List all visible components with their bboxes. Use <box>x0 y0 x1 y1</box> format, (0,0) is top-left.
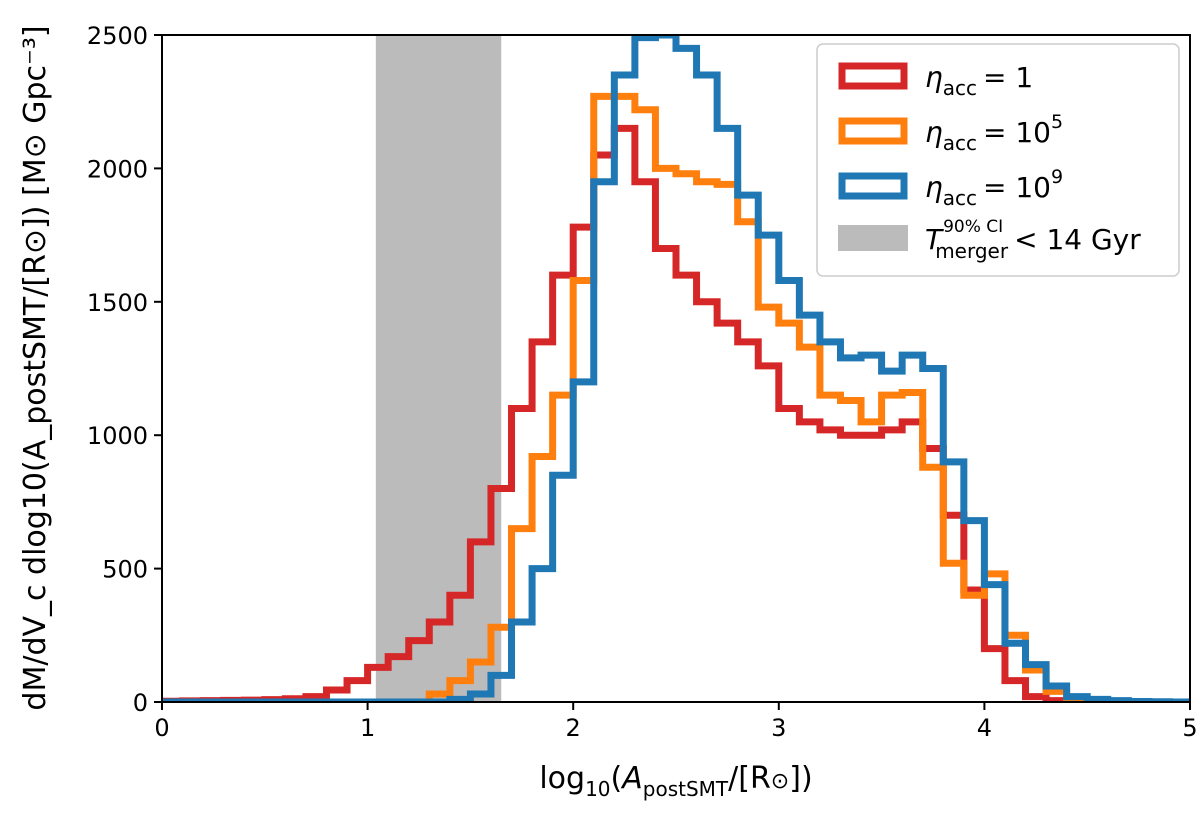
x-tick-label: 3 <box>771 714 786 742</box>
legend-label-1: ηacc = 105 <box>925 111 1063 155</box>
x-axis-title: log10(ApostSMT/[R⊙]) <box>539 761 812 801</box>
legend-swatch-0 <box>838 62 908 90</box>
legend-swatch-shaded-region <box>838 225 908 251</box>
x-tick-label: 0 <box>154 714 169 742</box>
legend-box <box>816 43 1180 277</box>
y-tick-label: 500 <box>102 556 148 584</box>
x-tick-label: 2 <box>566 714 581 742</box>
y-axis-ticks: 0 500 1000 1500 2000 2500 <box>87 22 162 717</box>
x-tick-label: 5 <box>1182 714 1197 742</box>
series-line-0 <box>162 124 1190 702</box>
legend-label-0: ηacc = 1 <box>925 61 1033 100</box>
legend: ηacc = 1 ηacc = 105 ηacc = 109 T90% CI merger <… <box>816 43 1180 277</box>
x-axis-ticks: 0 1 2 3 4 5 <box>154 702 1198 742</box>
plot-frame <box>161 34 1191 703</box>
y-tick-label: 2000 <box>87 155 148 183</box>
legend-label-2: ηacc = 109 <box>925 166 1063 210</box>
y-tick-label: 0 <box>133 689 148 717</box>
y-tick-label: 2500 <box>87 22 148 50</box>
y-axis-title: dM/dV_c dlog10(A_postSMT/[R⊙]) [M⊙ Gpc⁻³… <box>18 25 53 710</box>
y-tick-label: 1000 <box>87 422 148 450</box>
merger-time-shaded-region <box>375 35 502 702</box>
x-tick-label: 4 <box>977 714 992 742</box>
legend-swatch-1 <box>838 117 908 145</box>
y-tick-label: 1500 <box>87 289 148 317</box>
legend-swatch-2 <box>838 172 908 200</box>
legend-label-shaded-region: T90% CI merger < 14 Gyr <box>925 217 1141 263</box>
x-tick-label: 1 <box>360 714 375 742</box>
